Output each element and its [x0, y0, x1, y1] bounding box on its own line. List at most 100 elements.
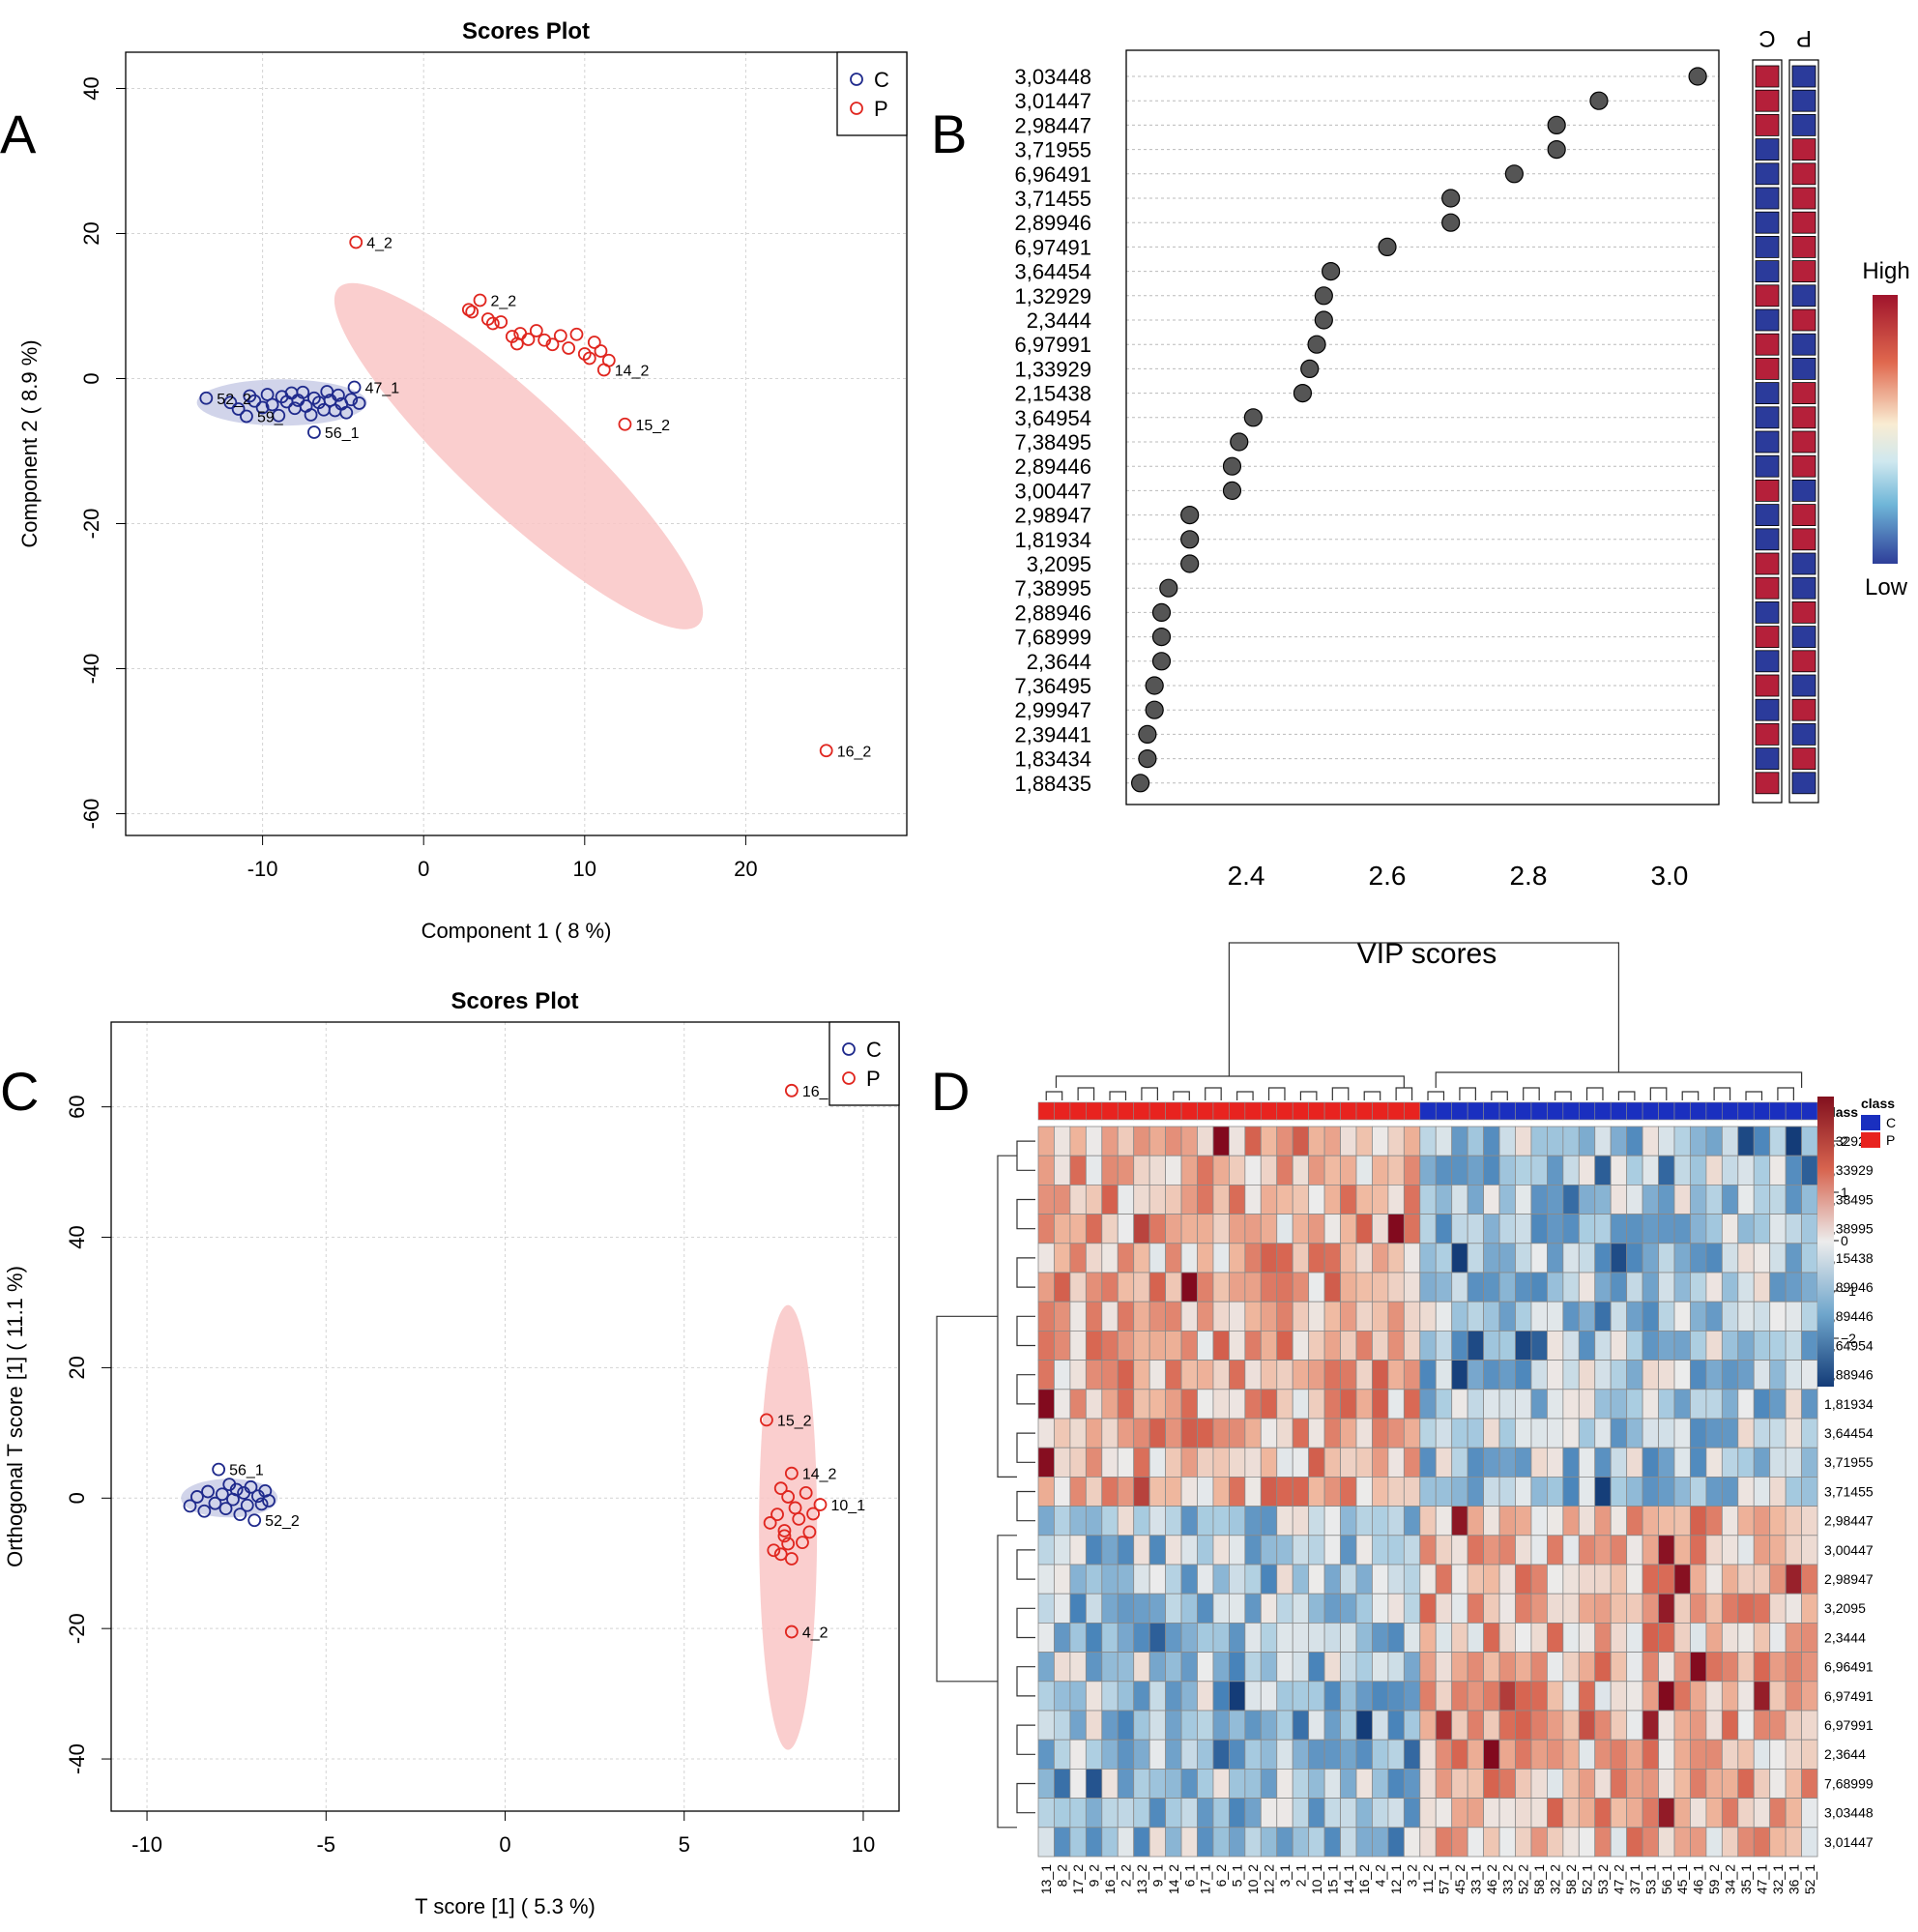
- heatmap-cell: [1451, 1126, 1468, 1156]
- heatmap-cell: [1642, 1126, 1659, 1156]
- heatmap-cell: [1451, 1769, 1468, 1800]
- heatmap-cell: [1229, 1360, 1246, 1390]
- heatmap-cell: [1229, 1564, 1246, 1595]
- point-P: [813, 1498, 828, 1511]
- heatmap-cell: [1673, 1331, 1691, 1361]
- heatmap-cell: [1690, 1418, 1707, 1449]
- heatmap-cell: [1690, 1652, 1707, 1683]
- heatmap-cell: [1323, 1710, 1341, 1741]
- heatmap-cell: [1403, 1535, 1421, 1566]
- heatmap-cell: [1530, 1447, 1548, 1478]
- heatmap-cell: [1260, 1214, 1278, 1244]
- heatmap-cell: [1117, 1535, 1135, 1566]
- heatmap-cell: [1308, 1535, 1325, 1566]
- heatmap-cell: [1292, 1331, 1310, 1361]
- heatmap-cell: [1785, 1593, 1803, 1624]
- legend-label-P: P: [866, 1067, 881, 1091]
- heatmap-cell: [1292, 1769, 1310, 1800]
- row-label: 2,98947: [1824, 1571, 1874, 1587]
- vip-dot: [1145, 700, 1164, 719]
- heatmap-cell: [1594, 1389, 1612, 1420]
- heatmap-cell: [1562, 1418, 1580, 1449]
- heatmap-cell: [1308, 1126, 1325, 1156]
- y-tick-label: 20: [65, 1356, 89, 1379]
- heatmap-cell: [1037, 1652, 1055, 1683]
- heatmap-cell: [1547, 1652, 1564, 1683]
- heatmap-cell: [1721, 1389, 1739, 1420]
- heatmap-cell: [1451, 1535, 1468, 1566]
- legend-marker-P: [842, 1071, 856, 1085]
- heatmap-cell: [1180, 1272, 1198, 1303]
- heatmap-cell: [1387, 1652, 1405, 1683]
- point-label: 14_2: [802, 1467, 837, 1483]
- column-label: 15_1: [1324, 1864, 1340, 1894]
- row-label: 2,15438: [1824, 1250, 1874, 1266]
- heatmap-cell: [1276, 1710, 1293, 1741]
- heatmap-cell: [1801, 1447, 1818, 1478]
- heatmap-cell: [1372, 1681, 1389, 1712]
- dendrogram-branch: [1435, 1071, 1803, 1088]
- heatmap-cell: [1403, 1418, 1421, 1449]
- heatmap-cell: [1562, 1681, 1580, 1712]
- heatmap-cell: [1244, 1214, 1262, 1244]
- heatmap-cell: [1387, 1360, 1405, 1390]
- row-label: 3,64954: [1824, 1337, 1874, 1353]
- heatmap-cell: [1244, 1564, 1262, 1595]
- heatmap-cell: [1690, 1155, 1707, 1186]
- heatmap-cell: [1626, 1681, 1643, 1712]
- heatmap-cell: [1721, 1214, 1739, 1244]
- heatmap-cell: [1530, 1769, 1548, 1800]
- heatmap-cell: [1165, 1623, 1182, 1654]
- heatmap-cell: [1419, 1827, 1437, 1858]
- class-annotation-cell: [1467, 1101, 1484, 1121]
- heatmap-cell: [1673, 1126, 1691, 1156]
- heatmap-cell: [1515, 1798, 1532, 1829]
- heatmap-cell: [1212, 1535, 1230, 1566]
- heatmap-cell: [1515, 1185, 1532, 1215]
- row-label: 3,00447: [1824, 1542, 1874, 1558]
- heatmap-cell: [1355, 1769, 1373, 1800]
- heatmap-cell: [1467, 1155, 1485, 1186]
- heatmap-cell: [1260, 1389, 1278, 1420]
- heatmap-cell: [1769, 1214, 1787, 1244]
- heatmap-cell: [1801, 1710, 1818, 1741]
- heatmap-cell: [1705, 1535, 1723, 1566]
- dendrogram-branch: [1363, 1091, 1381, 1100]
- heatmap-cell: [1547, 1360, 1564, 1390]
- heatmap-cell: [1753, 1710, 1771, 1741]
- legend-label-C: C: [874, 68, 889, 92]
- class-cell: [1755, 211, 1780, 234]
- heatmap-cell: [1547, 1389, 1564, 1420]
- heatmap-cell: [1658, 1593, 1675, 1624]
- heatmap-cell: [1180, 1681, 1198, 1712]
- heatmap-cell: [1355, 1652, 1373, 1683]
- heatmap-cell: [1165, 1477, 1182, 1508]
- heatmap-cell: [1372, 1769, 1389, 1800]
- point-P: [562, 341, 576, 355]
- heatmap-cell: [1292, 1827, 1310, 1858]
- heatmap-cell: [1547, 1623, 1564, 1654]
- heatmap-cell: [1054, 1360, 1071, 1390]
- feature-label: 2,98947: [1014, 504, 1091, 528]
- heatmap-cell: [1372, 1126, 1389, 1156]
- heatmap-cell: [1562, 1389, 1580, 1420]
- heatmap-cell: [1419, 1798, 1437, 1829]
- heatmap-cell: [1753, 1301, 1771, 1332]
- heatmap-cell: [1658, 1535, 1675, 1566]
- heatmap-cell: [1785, 1681, 1803, 1712]
- heatmap-cell: [1340, 1739, 1357, 1770]
- heatmap-cell: [1642, 1301, 1659, 1332]
- heatmap-cell: [1594, 1564, 1612, 1595]
- heatmap-cell: [1498, 1243, 1516, 1273]
- heatmap-cell: [1085, 1710, 1103, 1741]
- heatmap-cell: [1355, 1535, 1373, 1566]
- point-C: [183, 1499, 197, 1513]
- vip-dot: [1307, 335, 1326, 354]
- heatmap-cell: [1610, 1535, 1628, 1566]
- heatmap-cell: [1801, 1681, 1818, 1712]
- column-label: 46_2: [1484, 1864, 1499, 1894]
- heatmap-cell: [1133, 1827, 1150, 1858]
- heatmap-cell: [1562, 1155, 1580, 1186]
- heatmap-cell: [1403, 1798, 1421, 1829]
- heatmap-cell: [1498, 1564, 1516, 1595]
